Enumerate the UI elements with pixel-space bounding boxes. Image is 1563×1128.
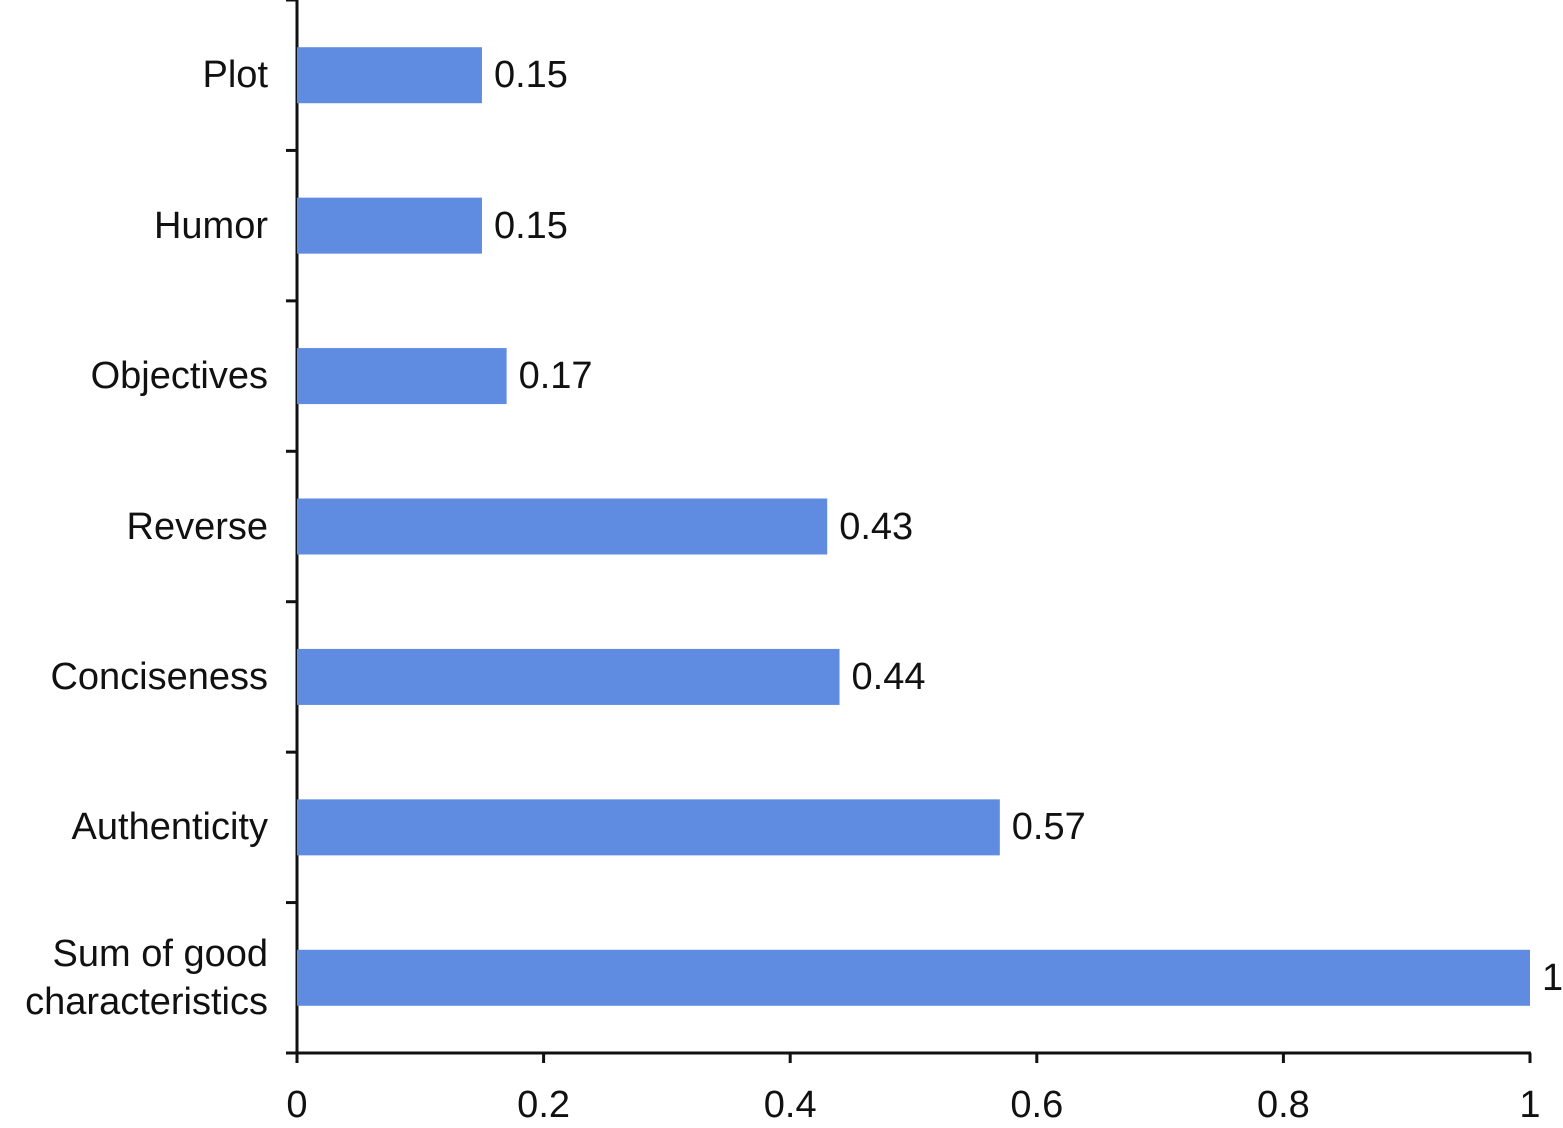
x-tick-label: 0.6 bbox=[1010, 1084, 1064, 1126]
bar bbox=[297, 648, 840, 705]
x-tick-label: 0.2 bbox=[517, 1084, 571, 1126]
value-label: 1 bbox=[1542, 956, 1563, 999]
y-tick-label: Objectives bbox=[90, 354, 268, 397]
x-tick-label: 0.8 bbox=[1256, 1084, 1310, 1126]
value-label: 0.17 bbox=[518, 354, 593, 397]
value-label: 0.57 bbox=[1011, 806, 1086, 849]
bar bbox=[297, 348, 507, 405]
y-tick-label: Conciseness bbox=[50, 655, 268, 698]
value-label: 0.43 bbox=[839, 505, 914, 548]
y-tick-label: Sum of good characteristics bbox=[25, 932, 268, 1023]
x-tick-label: 0.4 bbox=[763, 1084, 817, 1126]
bar bbox=[297, 498, 828, 555]
y-tick-label: Reverse bbox=[126, 505, 269, 548]
bar bbox=[297, 799, 1000, 856]
y-tick-label: Authenticity bbox=[71, 806, 268, 849]
value-label: 0.15 bbox=[493, 204, 568, 247]
bar bbox=[297, 949, 1530, 1006]
value-label: 0.15 bbox=[493, 54, 568, 97]
x-tick-label: 1 bbox=[1519, 1084, 1541, 1126]
y-tick-label: Plot bbox=[202, 54, 268, 97]
bar bbox=[297, 197, 482, 254]
y-tick-label: Humor bbox=[153, 204, 268, 247]
x-tick-label: 0 bbox=[286, 1084, 308, 1126]
bar bbox=[297, 47, 482, 104]
value-label: 0.44 bbox=[851, 655, 926, 698]
